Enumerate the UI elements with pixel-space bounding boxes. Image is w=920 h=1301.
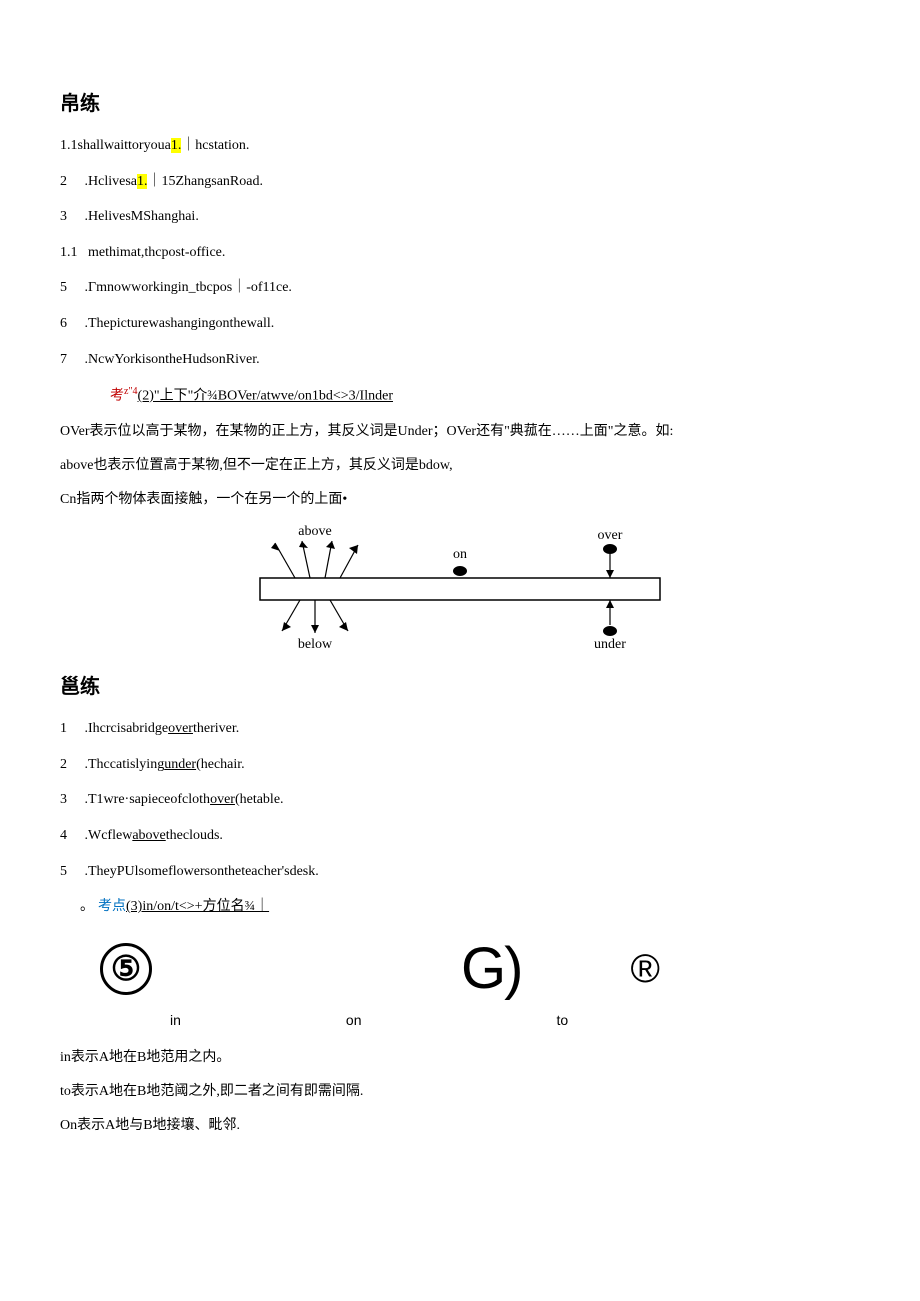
in-on-to-diagram: ⑤ G) ®: [100, 937, 660, 1001]
diag2-cell-2: G): [461, 937, 521, 1001]
ex1-item-1: 1.1shallwaittoryoua1.｜hcstation.: [60, 136, 860, 156]
ex1-7-num: 7: [60, 350, 74, 370]
diag2-glyph-2: G): [461, 937, 521, 1001]
kaodian3-rest: (3)in/on/t<>+方位名¾｜: [126, 899, 269, 914]
diag2-cell-1: ⑤: [100, 937, 152, 1001]
position-diagram: above on over below under: [220, 523, 700, 653]
diag2-glyph-1: ⑤: [100, 937, 152, 1001]
circled-5-icon: ⑤: [100, 943, 152, 995]
para-6: On表示A地与B地接壤、毗邻.: [60, 1116, 860, 1136]
ex2-3-u: over: [210, 792, 235, 807]
ex2-1-num: 1: [60, 719, 74, 739]
ex1-4-num: 1.1: [60, 243, 78, 263]
kaodian2-prefix: 考: [110, 389, 124, 404]
diag2-glyph-3: ®: [631, 937, 660, 1001]
ex2-item-1: 1 .Ihcrcisabridgeovertheriver.: [60, 719, 860, 739]
ex1-1-a: 1.1shallwaittoryoua: [60, 138, 171, 153]
ex2-1-a: .Ihcrcisabridge: [85, 721, 169, 736]
section1-title: 帛练: [60, 90, 860, 118]
ex1-6-t: .Thepicturewashangingonthewall.: [85, 316, 275, 331]
section2-title: 邕练: [60, 673, 860, 701]
kaodian-2: 考z"4(2)"上下"介¾BOVer/atwve/on1bd<>3/Ilnder: [60, 385, 860, 406]
ex1-2-b: ｜15ZhangsanRoad.: [147, 174, 262, 189]
para-5: to表示A地在B地范阈之外,即二者之间有即需间隔.: [60, 1082, 860, 1102]
ex2-item-3: 3 .T1wre·sapieceofclothover(hetable.: [60, 790, 860, 810]
ex2-2-u: under: [164, 757, 196, 772]
ex1-6-num: 6: [60, 314, 74, 334]
ex1-item-3: 3 .HelivesMShanghai.: [60, 207, 860, 227]
ex1-7-t: .NcwYorkisontheHudsonRiver.: [85, 352, 260, 367]
ex1-item-7: 7 .NcwYorkisontheHudsonRiver.: [60, 350, 860, 370]
kaodian-3: 。考点(3)in/on/t<>+方位名¾｜: [60, 897, 860, 917]
diag2-labels: in on to: [100, 1011, 700, 1031]
para-4: in表示A地在B地范用之内。: [60, 1048, 860, 1068]
ex1-item-6: 6 .Thepicturewashangingonthewall.: [60, 314, 860, 334]
ex1-2-num: 2: [60, 172, 74, 192]
ex2-2-num: 2: [60, 755, 74, 775]
para-3: Cn指两个物体表面接触，一个在另一个的上面•: [60, 490, 860, 510]
ex2-item-2: 2 .Thccatislyingunder(hechair.: [60, 755, 860, 775]
ex2-3-b: (hetable.: [235, 792, 284, 807]
diag2-label-in: in: [170, 1011, 181, 1031]
ex1-4-t: methimat,thcpost-office.: [88, 245, 225, 260]
diag-label-above: above: [298, 524, 331, 539]
kaodian2-rest: (2)"上下"介¾BOVer/atwve/on1bd<>3/Ilnder: [138, 389, 393, 404]
ex2-5-num: 5: [60, 862, 74, 882]
ex2-5-t: .TheyPUlsomeflowersontheteacher'sdesk.: [85, 864, 319, 879]
ex1-item-2: 2 .Hclivesa1.｜15ZhangsanRoad.: [60, 172, 860, 192]
ex1-3-num: 3: [60, 207, 74, 227]
ex2-3-a: .T1wre·sapieceofcloth: [85, 792, 211, 807]
diag-label-below: below: [298, 637, 333, 652]
ex1-1-b: ｜hcstation.: [181, 138, 249, 153]
ex2-4-u: above: [132, 828, 165, 843]
para-2: above也表示位置高于某物,但不一定在正上方，其反义词是bdow,: [60, 456, 860, 476]
ex2-item-4: 4 .Wcflewabovetheclouds.: [60, 826, 860, 846]
ex2-4-a: .Wcflew: [85, 828, 133, 843]
ex1-item-5: 5 .Γmnowworkingin_tbcpos｜-of11ce.: [60, 278, 860, 298]
diag-label-on: on: [453, 547, 467, 562]
ex2-2-a: .Thccatislying: [85, 757, 165, 772]
ex2-item-5: 5 .TheyPUlsomeflowersontheteacher'sdesk.: [60, 862, 860, 882]
ex1-1-hl: 1.: [171, 138, 182, 153]
ex1-item-4: 1.1 methimat,thcpost-office.: [60, 243, 860, 263]
ex2-4-b: theclouds.: [166, 828, 223, 843]
ex1-2-hl: 1.: [137, 174, 148, 189]
ex1-5-num: 5: [60, 278, 74, 298]
kaodian3-label: 考点: [98, 899, 126, 914]
ex2-1-b: theriver.: [193, 721, 239, 736]
diag2-label-to: to: [556, 1011, 568, 1031]
ex1-2-a: .Hclivesa: [85, 174, 137, 189]
diag-label-over: over: [598, 528, 623, 543]
ex2-1-u: over: [168, 721, 193, 736]
ex2-2-b: (hechair.: [196, 757, 245, 772]
kaodian3-dot: 。: [80, 899, 94, 914]
ex2-4-num: 4: [60, 826, 74, 846]
ex1-5-t: .Γmnowworkingin_tbcpos｜-of11ce.: [85, 280, 292, 295]
diag2-label-on: on: [346, 1011, 362, 1031]
kaodian2-sup: z"4: [124, 386, 138, 397]
para-1: OVer表示位以高于某物，在某物的正上方，其反义词是Under；OVer还有"典…: [60, 422, 860, 442]
diag2-cell-3: ®: [631, 937, 660, 1001]
ex1-3-t: .HelivesMShanghai.: [85, 209, 199, 224]
ex2-3-num: 3: [60, 790, 74, 810]
diag-label-under: under: [594, 637, 626, 652]
